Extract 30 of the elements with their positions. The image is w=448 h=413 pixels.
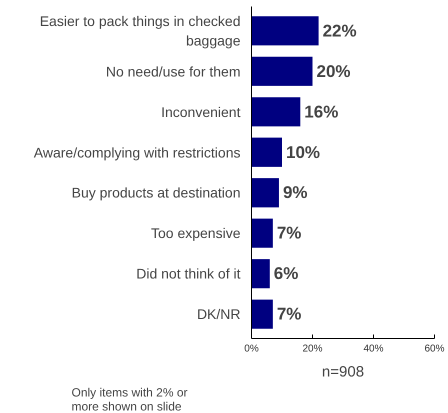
data-label: 16% (304, 102, 338, 122)
y-tick-label: DK/NR (196, 306, 241, 322)
data-label: 10% (286, 142, 320, 162)
data-label: 20% (316, 62, 351, 81)
y-tick-label: No need/use for them (106, 63, 241, 80)
x-axis-title: n=908 (322, 364, 364, 380)
data-label: 6% (274, 264, 298, 284)
bar (252, 97, 300, 126)
bar (252, 218, 273, 248)
data-label: 7% (276, 304, 302, 324)
bar (252, 56, 312, 86)
x-tick-label: 60% (424, 344, 445, 354)
bar (252, 178, 279, 208)
y-tick-label: Buy products at destination (72, 184, 241, 201)
y-tick-label: Aware/complying with restrictions (34, 144, 241, 160)
bar (252, 300, 273, 329)
bar (252, 259, 270, 288)
x-tick-label: 0% (244, 344, 259, 354)
data-label: 22% (322, 21, 357, 40)
data-label: 9% (282, 183, 308, 202)
y-tick-label: Too expensive (150, 225, 241, 242)
y-tick-label: Did not think of it (136, 266, 241, 282)
data-label: 7% (276, 224, 302, 243)
x-tick-label: 40% (363, 344, 384, 354)
y-tick-label: Inconvenient (161, 104, 241, 120)
text: Only items with 2% or more shown on slide (72, 386, 188, 413)
y-tick-label: Easier to pack things in checked baggage (40, 13, 241, 48)
bar (252, 16, 319, 46)
x-tick-label: 20% (302, 344, 323, 354)
bar (252, 138, 282, 167)
